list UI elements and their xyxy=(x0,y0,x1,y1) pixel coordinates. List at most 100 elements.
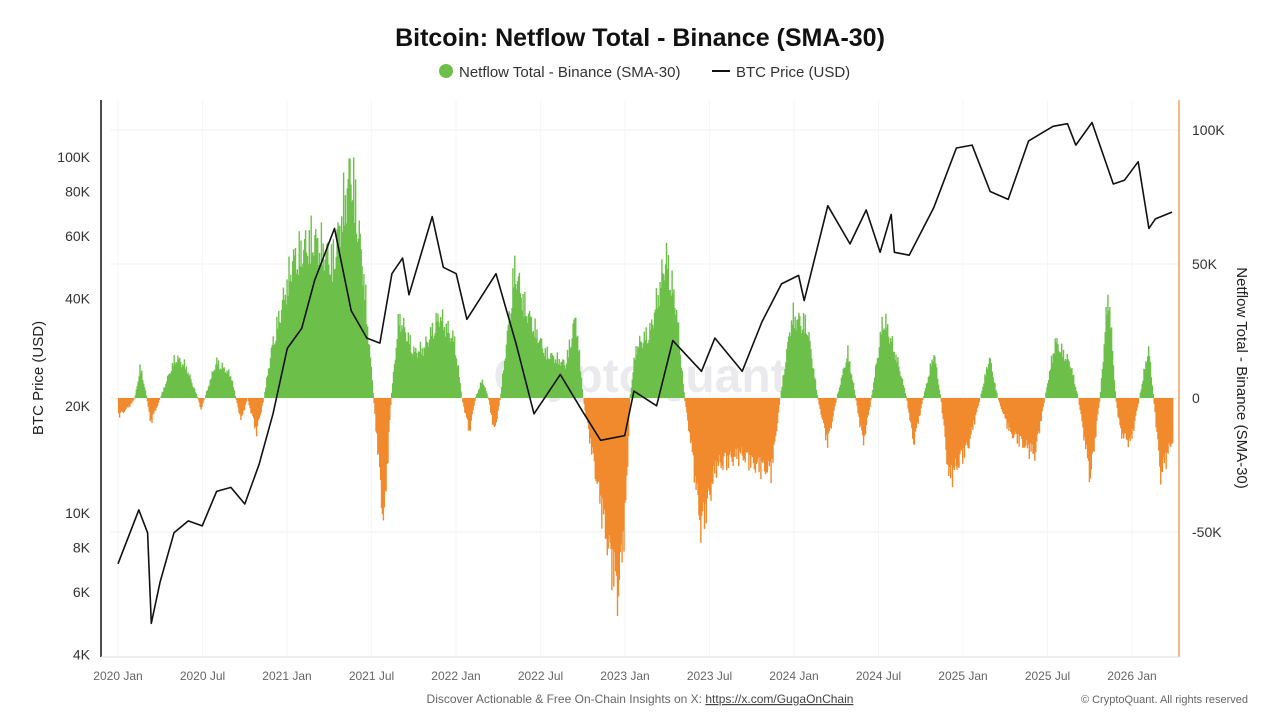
netflow-bar xyxy=(195,393,198,398)
netflow-bar xyxy=(354,222,356,398)
netflow-bar xyxy=(356,242,359,398)
netflow-bar xyxy=(575,317,577,398)
netflow-bar xyxy=(590,398,592,438)
netflow-bar xyxy=(568,339,571,398)
netflow-bar xyxy=(760,398,762,480)
netflow-bar xyxy=(723,398,725,457)
netflow-bar xyxy=(516,281,519,398)
left-tick-label: 10K xyxy=(65,505,91,521)
netflow-bar xyxy=(763,398,765,461)
netflow-bar xyxy=(1029,398,1031,444)
netflow-bar xyxy=(435,312,437,398)
netflow-bar xyxy=(351,201,353,398)
netflow-bar xyxy=(676,310,678,398)
footer-link[interactable]: https://x.com/GugaOnChain xyxy=(705,692,853,706)
netflow-bar xyxy=(846,358,848,398)
netflow-bar xyxy=(749,398,751,455)
netflow-bar xyxy=(1054,338,1056,398)
netflow-bar xyxy=(334,268,336,398)
netflow-bar xyxy=(358,220,360,398)
netflow-bar xyxy=(181,364,184,398)
netflow-bar xyxy=(128,398,130,406)
netflow-bar xyxy=(598,398,600,482)
netflow-bar xyxy=(511,308,513,398)
netflow-bar xyxy=(183,359,186,398)
netflow-bar xyxy=(1087,398,1090,461)
netflow-bar xyxy=(427,342,429,398)
netflow-bar xyxy=(615,398,618,576)
netflow-bar xyxy=(602,398,605,515)
left-tick-label: 60K xyxy=(65,228,91,244)
netflow-bar xyxy=(475,396,477,398)
netflow-bar xyxy=(1135,398,1138,411)
netflow-bar xyxy=(631,379,633,398)
netflow-bar xyxy=(245,398,248,402)
netflow-bar xyxy=(678,347,681,398)
netflow-bar xyxy=(441,309,444,398)
netflow-bar xyxy=(412,354,414,398)
netflow-bar xyxy=(859,398,861,428)
netflow-bar xyxy=(842,368,844,398)
netflow-bar xyxy=(330,244,333,398)
netflow-bar xyxy=(473,398,475,406)
netflow-bar xyxy=(795,330,797,398)
netflow-bar xyxy=(607,398,609,549)
netflow-bar xyxy=(201,398,203,408)
netflow-bar xyxy=(388,398,390,432)
netflow-bar xyxy=(1017,398,1019,435)
netflow-bar xyxy=(1070,369,1072,398)
netflow-bar xyxy=(668,290,670,398)
netflow-bar xyxy=(1011,398,1014,439)
netflow-bar xyxy=(485,390,487,398)
netflow-bar xyxy=(262,398,264,403)
netflow-bar xyxy=(974,398,977,416)
netflow-bar xyxy=(509,319,511,398)
netflow-bar xyxy=(604,398,607,539)
netflow-bar xyxy=(745,398,747,452)
netflow-bar xyxy=(353,157,355,398)
netflow-bar xyxy=(1019,398,1021,437)
netflow-bar xyxy=(637,346,639,398)
left-axis-ticks: 4K 6K 8K 10K 20K 40K 60K 80K 100K xyxy=(57,149,90,663)
netflow-bar xyxy=(986,367,988,398)
netflow-bar xyxy=(773,398,775,445)
netflow-bar xyxy=(996,392,998,398)
netflow-bar xyxy=(919,398,921,416)
netflow-bar xyxy=(1045,392,1047,398)
legend-price-label[interactable]: BTC Price (USD) xyxy=(736,64,850,81)
legend-netflow-marker[interactable] xyxy=(439,64,453,78)
netflow-bar xyxy=(459,383,461,398)
netflow-bar xyxy=(943,398,945,426)
netflow-bar xyxy=(622,398,624,532)
netflow-bar xyxy=(133,398,136,399)
netflow-bar xyxy=(1172,398,1174,444)
netflow-bar xyxy=(1007,398,1009,424)
netflow-bar xyxy=(1024,398,1027,446)
netflow-bar xyxy=(543,356,546,398)
netflow-bar xyxy=(1111,350,1114,398)
netflow-bar xyxy=(666,269,669,398)
netflow-bar xyxy=(1032,398,1034,454)
netflow-bar xyxy=(890,341,893,398)
netflow-bar xyxy=(762,398,764,463)
netflow-bar xyxy=(865,398,868,425)
netflow-bar xyxy=(1058,351,1060,398)
netflow-bar xyxy=(891,336,893,398)
netflow-bar xyxy=(809,341,811,398)
netflow-bar xyxy=(712,398,714,484)
netflow-bar xyxy=(1004,398,1006,419)
netflow-bar xyxy=(691,398,694,453)
netflow-bar xyxy=(780,390,782,398)
netflow-bar xyxy=(721,398,723,466)
netflow-bar xyxy=(530,317,533,398)
netflow-bar xyxy=(625,398,627,501)
netflow-bar xyxy=(1140,389,1142,398)
netflow-bar xyxy=(190,379,192,398)
netflow-bar xyxy=(168,373,171,398)
netflow-bar xyxy=(900,377,903,398)
netflow-bar xyxy=(452,330,454,398)
netflow-bar xyxy=(980,393,982,398)
legend-netflow-label[interactable]: Netflow Total - Binance (SMA-30) xyxy=(459,64,680,81)
netflow-bar xyxy=(1065,360,1067,398)
netflow-bar xyxy=(542,352,545,398)
